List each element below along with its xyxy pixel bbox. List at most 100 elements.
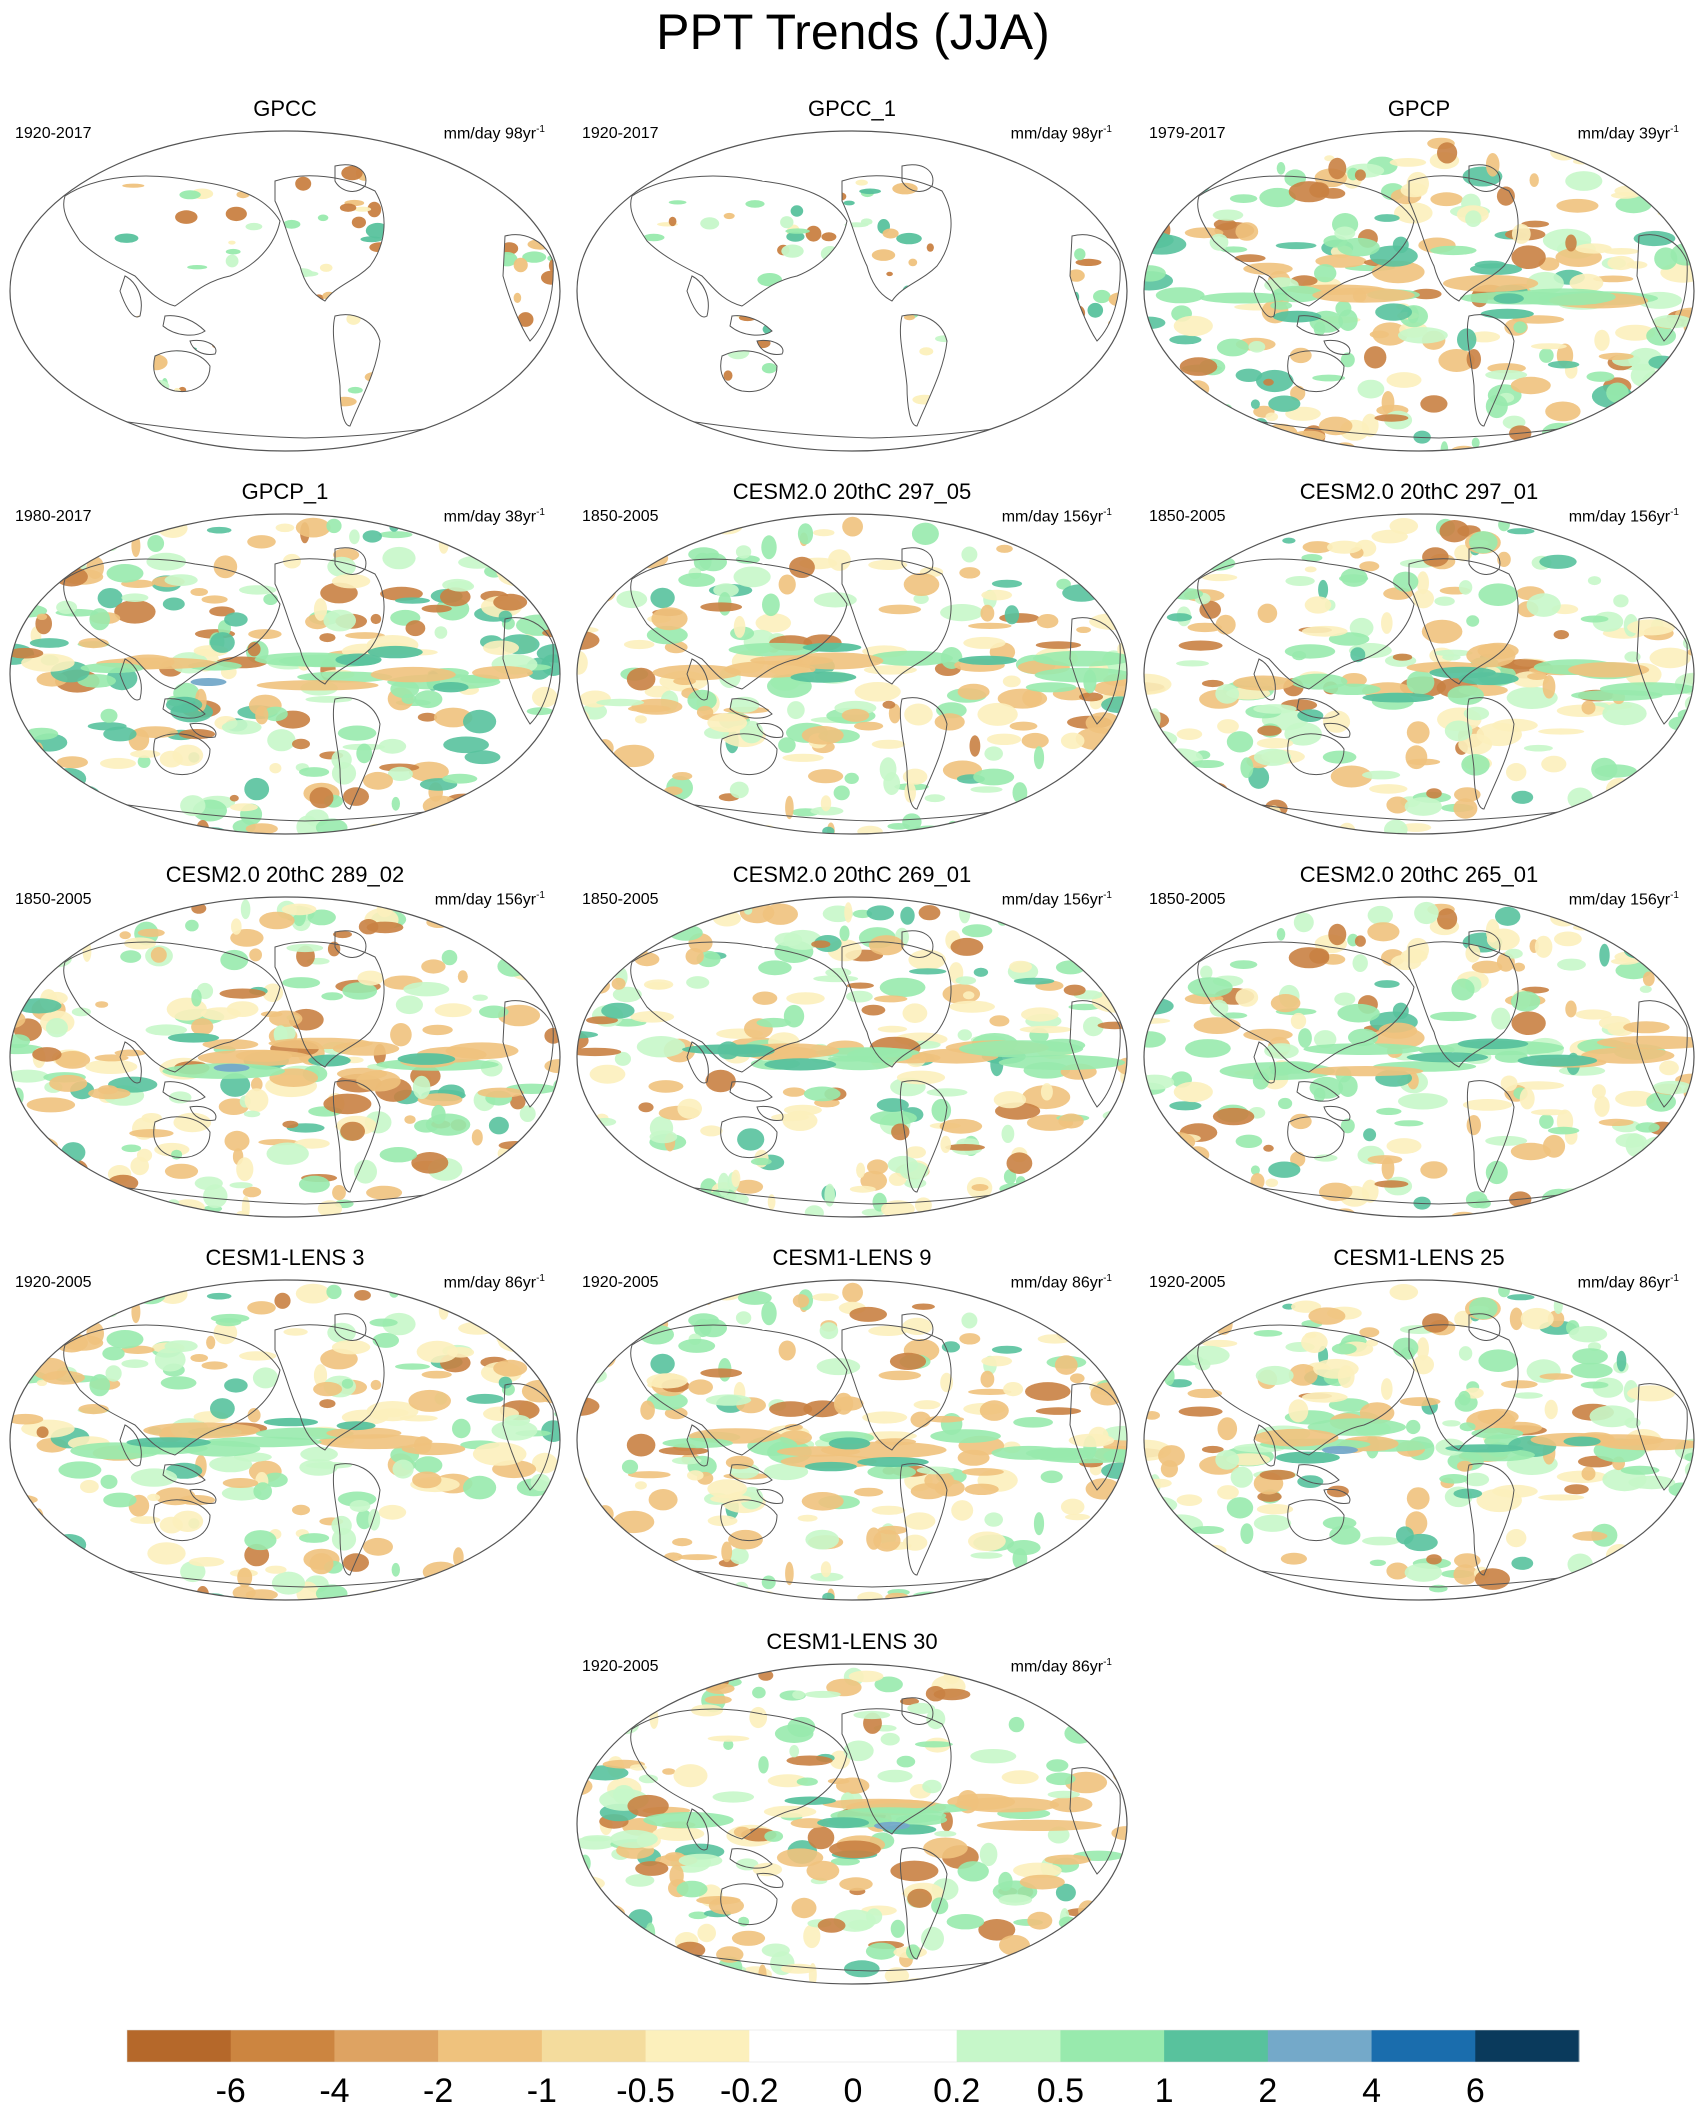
panel-units: mm/day 39yr-1 (1578, 120, 1679, 144)
map-border (1143, 896, 1695, 1218)
trend-field (10, 131, 560, 451)
colorbar-tick-label: 4 (1362, 2072, 1381, 2110)
map-border (1143, 130, 1695, 452)
world-map (576, 896, 1128, 1218)
panel-units: mm/day 38yr-1 (444, 503, 545, 527)
colorbar-tick-label: 0.2 (933, 2072, 980, 2110)
colorbar-swatch (1267, 2030, 1373, 2062)
panel-units-exponent: -1 (1670, 890, 1679, 901)
trend-field (10, 514, 560, 834)
panel-units-exponent: -1 (536, 1273, 545, 1284)
panel-title: CESM2.0 20thC 265_01 (1299, 862, 1539, 887)
map-border (576, 1279, 1128, 1601)
trend-field (1144, 1280, 1694, 1600)
colorbar-tick-label: 0.5 (1037, 2072, 1084, 2110)
coastlines (1197, 547, 1688, 834)
map-panel: CESM2.0 20thC 265_01 1850-2005 mm/day 156y… (1139, 862, 1699, 1226)
panel-units: mm/day 156yr-1 (1002, 886, 1112, 910)
coastlines (63, 547, 554, 834)
panel-period: 1920-2005 (582, 1274, 659, 1291)
map-border (576, 896, 1128, 1218)
panel-period: 1979-2017 (1149, 125, 1226, 142)
world-map (9, 1279, 561, 1601)
panel-units-text: mm/day 38yr (443, 508, 537, 526)
panel-units-exponent: -1 (1103, 1657, 1112, 1668)
panel-period: 1850-2005 (1149, 508, 1226, 525)
panel-title: CESM2.0 20thC 269_01 (732, 862, 972, 887)
panel-period: 1920-2017 (582, 125, 659, 142)
colorbar-swatch (645, 2030, 750, 2062)
panel-period: 1850-2005 (582, 891, 659, 908)
map-panel: CESM2.0 20thC 269_01 1850-2005 mm/day 156y… (572, 862, 1132, 1226)
panel-title: CESM1-LENS 9 (772, 1245, 932, 1270)
panel-units-exponent: -1 (1103, 890, 1112, 901)
panel-units-text: mm/day 98yr (443, 125, 537, 143)
trend-field (10, 897, 560, 1217)
world-map (576, 513, 1128, 835)
panel-period: 1920-2005 (582, 1658, 659, 1675)
panel-period: 1920-2005 (1149, 1274, 1226, 1291)
panel-units: mm/day 86yr-1 (1011, 1269, 1112, 1293)
panel-period: 1850-2005 (582, 508, 659, 525)
colorbar-tick-label: -0.5 (616, 2072, 675, 2110)
map-panel: GPCP 1979-2017 mm/day 39yr-1 (1139, 96, 1699, 460)
trend-field (1144, 897, 1694, 1217)
panel-period: 1850-2005 (1149, 891, 1226, 908)
panel-title: CESM1-LENS 3 (205, 1245, 365, 1270)
map-border (576, 1663, 1128, 1985)
panel-units-exponent: -1 (1103, 507, 1112, 518)
trend-field (1144, 131, 1694, 451)
panel-units-exponent: -1 (1670, 1273, 1679, 1284)
panel-units-text: mm/day 86yr (1577, 1274, 1671, 1292)
panel-units: mm/day 156yr-1 (1569, 503, 1679, 527)
page-title: PPT Trends (JJA) (656, 4, 1050, 60)
panel-title: CESM2.0 20thC 297_05 (732, 479, 972, 504)
panel-units: mm/day 156yr-1 (435, 886, 545, 910)
panel-units: mm/day 156yr-1 (1569, 886, 1679, 910)
colorbar-swatch (853, 2030, 958, 2062)
map-panel: CESM2.0 20thC 297_05 1850-2005 mm/day 156y… (572, 479, 1132, 843)
world-map (576, 130, 1128, 452)
map-panel: CESM2.0 20thC 297_01 1850-2005 mm/day 156y… (1139, 479, 1699, 843)
trend-field (577, 897, 1127, 1217)
trend-field (577, 1280, 1127, 1600)
colorbar-tick-label: -1 (527, 2072, 557, 2110)
colorbar-swatch (230, 2030, 335, 2062)
panel-units-exponent: -1 (1670, 124, 1679, 135)
colorbar-swatch (1164, 2030, 1269, 2062)
colorbar-tick-label: -0.2 (720, 2072, 779, 2110)
panel-units-exponent: -1 (1103, 1273, 1112, 1284)
panel-units: mm/day 156yr-1 (1002, 503, 1112, 527)
world-map (576, 1663, 1128, 1985)
colorbar-swatch (127, 2030, 232, 2062)
colorbar-outline (126, 2029, 1580, 2063)
colorbar-swatch (438, 2030, 543, 2062)
map-panel: GPCC 1920-2017 mm/day 98yr-1 (5, 96, 565, 460)
map-border (1143, 513, 1695, 835)
panel-title: CESM1-LENS 30 (766, 1629, 938, 1654)
trend-field (577, 1664, 1127, 1984)
panel-units-text: mm/day 156yr (1001, 508, 1104, 526)
panel-units-exponent: -1 (536, 507, 545, 518)
panel-title: GPCP (1387, 96, 1451, 121)
colorbar-tick-label: 2 (1258, 2072, 1277, 2110)
colorbar-swatch (1060, 2030, 1165, 2062)
panel-units-text: mm/day 86yr (443, 1274, 537, 1292)
map-panel: GPCP_1 1980-2017 mm/day 38yr-1 (5, 479, 565, 843)
map-border (9, 513, 561, 835)
panel-title: GPCC_1 (807, 96, 897, 121)
trend-field (577, 514, 1127, 834)
panel-period: 1920-2005 (15, 1274, 92, 1291)
panel-units: mm/day 86yr-1 (1578, 1269, 1679, 1293)
map-panel: CESM1-LENS 30 1920-2005 mm/day 86yr-1 (572, 1629, 1132, 1993)
colorbar-tick-label: 0 (844, 2072, 863, 2110)
panel-title: GPCP_1 (241, 479, 329, 504)
panel-units: mm/day 98yr-1 (1011, 120, 1112, 144)
panel-units-text: mm/day 156yr (1001, 891, 1104, 909)
panel-units-text: mm/day 86yr (1010, 1658, 1104, 1676)
map-panel: CESM1-LENS 9 1920-2005 mm/day 86yr-1 (572, 1245, 1132, 1609)
map-border (9, 130, 561, 452)
world-map (1143, 1279, 1695, 1601)
colorbar-tick-label: -4 (319, 2072, 349, 2110)
panel-units-exponent: -1 (1103, 124, 1112, 135)
